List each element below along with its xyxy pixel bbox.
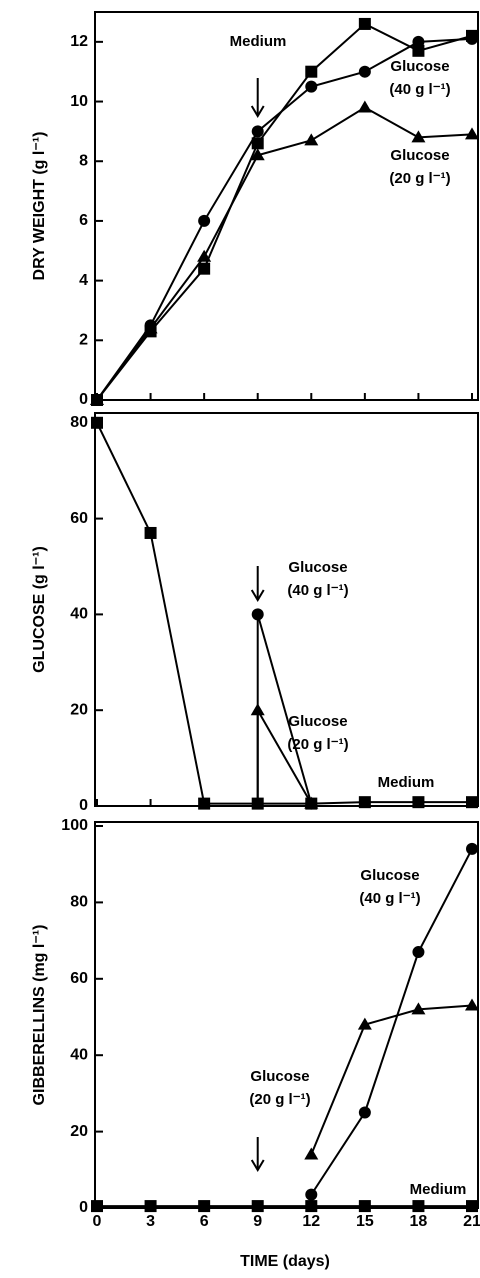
marker <box>412 946 425 959</box>
y-axis-label: GLUCOSE (g l⁻¹) <box>31 546 48 673</box>
x-tick-label: 9 <box>253 1213 262 1230</box>
marker <box>411 130 426 143</box>
x-tick-label: 12 <box>302 1213 320 1230</box>
marker <box>412 44 425 57</box>
x-axis-label: TIME (days) <box>240 1253 330 1270</box>
marker <box>198 797 211 810</box>
y-tick-label: 2 <box>79 332 88 349</box>
marker <box>412 1200 425 1213</box>
marker <box>412 35 425 48</box>
marker <box>466 842 478 855</box>
marker <box>304 796 319 809</box>
marker <box>198 262 211 275</box>
arrow-head <box>250 105 265 118</box>
marker <box>305 1188 318 1201</box>
y-tick-label: 6 <box>79 212 88 229</box>
y-tick-label: 40 <box>70 606 88 623</box>
x-tick-label: 15 <box>356 1213 374 1230</box>
marker <box>143 321 158 334</box>
marker <box>250 148 265 161</box>
x-tick-label: 21 <box>463 1213 480 1230</box>
y-tick-label: 40 <box>70 1046 88 1063</box>
x-tick-label: 6 <box>200 1213 209 1230</box>
series-line <box>96 422 472 805</box>
series-label: Glucose (40 g l⁻¹) <box>389 58 450 98</box>
marker <box>358 796 371 809</box>
marker <box>466 796 478 809</box>
marker <box>358 1200 371 1213</box>
frame <box>94 11 479 401</box>
series-label: Glucose (20 g l⁻¹) <box>249 1068 310 1108</box>
series-line <box>256 709 313 805</box>
marker <box>251 1200 264 1213</box>
x-tick-label: 0 <box>93 1213 102 1230</box>
marker <box>358 17 371 30</box>
series-label: Glucose (40 g l⁻¹) <box>287 559 348 599</box>
y-tick-label: 8 <box>79 152 88 169</box>
y-tick-label: 100 <box>61 817 88 834</box>
marker <box>144 526 157 539</box>
marker <box>198 214 211 227</box>
series-line <box>96 37 473 401</box>
y-tick-label: 12 <box>70 33 88 50</box>
series-line <box>256 614 313 804</box>
marker <box>412 796 425 809</box>
frame <box>94 821 479 1209</box>
series-label: Glucose (20 g l⁻¹) <box>287 713 348 753</box>
series-label: Medium <box>378 774 435 791</box>
marker <box>144 1200 157 1213</box>
marker <box>250 703 265 716</box>
marker <box>358 65 371 78</box>
marker <box>411 1002 426 1015</box>
y-tick-label: 10 <box>70 93 88 110</box>
marker <box>90 393 104 405</box>
y-tick-label: 60 <box>70 970 88 987</box>
series-label: Medium <box>410 1181 467 1198</box>
x-tick-label: 18 <box>410 1213 428 1230</box>
marker <box>466 1200 478 1213</box>
marker <box>91 1200 103 1213</box>
y-tick-label: 0 <box>79 1199 88 1216</box>
arrow-head <box>250 1159 265 1172</box>
marker <box>465 127 479 140</box>
y-tick-label: 20 <box>70 701 88 718</box>
series-label: Glucose (20 g l⁻¹) <box>389 147 450 187</box>
series-label: Glucose (40 g l⁻¹) <box>359 867 420 907</box>
x-tick-label: 3 <box>146 1213 155 1230</box>
y-tick-label: 4 <box>79 272 88 289</box>
y-tick-label: 80 <box>70 414 88 431</box>
marker <box>304 133 319 146</box>
marker <box>91 416 103 429</box>
marker <box>198 1200 211 1213</box>
y-tick-label: 0 <box>79 797 88 814</box>
marker <box>197 249 212 262</box>
marker <box>251 137 264 150</box>
marker <box>305 1200 318 1213</box>
series-line <box>310 1004 473 1155</box>
marker <box>251 608 264 621</box>
frame <box>94 412 479 807</box>
y-tick-label: 60 <box>70 510 88 527</box>
series-label: Medium <box>230 33 287 50</box>
y-tick-label: 80 <box>70 894 88 911</box>
y-axis-label: GIBBERELLINS (mg l⁻¹) <box>31 925 48 1106</box>
series-line <box>96 106 473 401</box>
marker <box>251 125 264 138</box>
y-tick-label: 20 <box>70 1123 88 1140</box>
y-axis-label: DRY WEIGHT (g l⁻¹) <box>31 132 48 281</box>
marker <box>305 65 318 78</box>
marker <box>305 80 318 93</box>
marker <box>358 1106 371 1119</box>
arrow-head <box>250 589 265 602</box>
series-line <box>310 848 473 1196</box>
marker <box>465 998 479 1011</box>
marker <box>304 1147 319 1160</box>
marker <box>357 1017 372 1030</box>
marker <box>357 100 372 113</box>
y-tick-label: 0 <box>79 391 88 408</box>
marker <box>466 32 478 45</box>
